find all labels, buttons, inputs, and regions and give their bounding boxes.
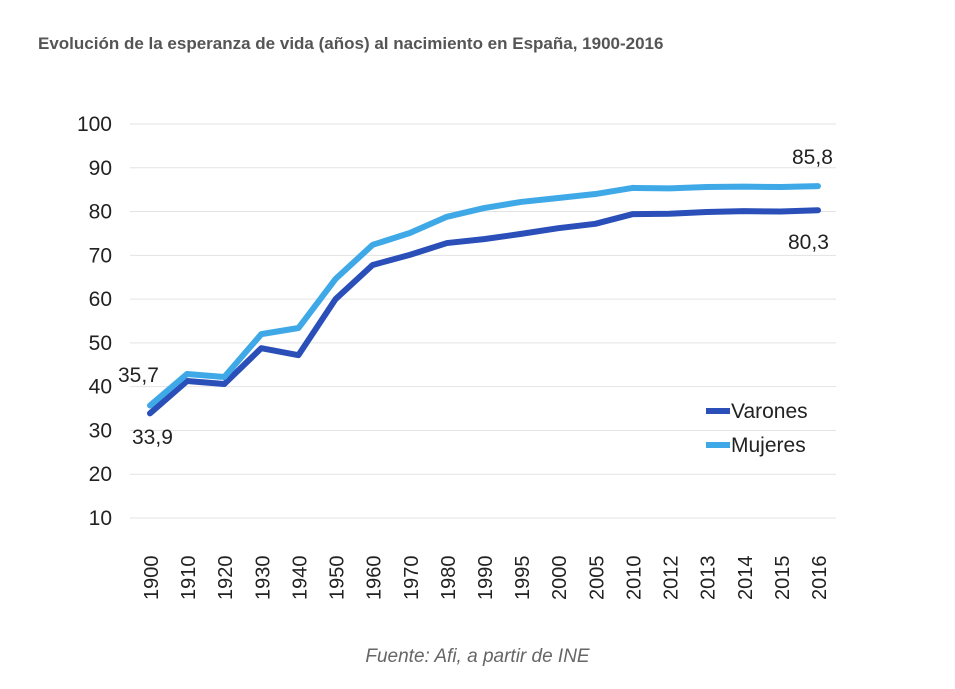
- series-line-varones: [147, 207, 821, 417]
- series-line-mujeres: [147, 183, 821, 409]
- x-tick-label: 1970: [401, 556, 423, 601]
- x-tick-label: 1960: [364, 556, 386, 601]
- x-tick-label: 2013: [698, 556, 720, 601]
- y-tick-label: 20: [89, 463, 112, 486]
- x-tick-label: 2012: [661, 556, 683, 601]
- annotation-varones-start: 33,9: [132, 426, 173, 449]
- annotation-mujeres-start: 35,7: [118, 364, 159, 387]
- x-tick-label: 2015: [772, 556, 794, 601]
- y-tick-label: 40: [89, 376, 112, 399]
- x-tick-label: 1900: [141, 556, 163, 601]
- annotation-mujeres-end: 85,8: [792, 146, 833, 169]
- y-tick-label: 80: [89, 201, 112, 224]
- x-tick-label: 1995: [512, 556, 534, 601]
- x-tick-label: 2005: [586, 556, 608, 601]
- y-tick-label: 10: [89, 507, 112, 530]
- x-tick-label: 1910: [178, 556, 200, 601]
- x-tick-label: 1990: [475, 556, 497, 601]
- x-tick-label: 1920: [215, 556, 237, 601]
- y-tick-label: 60: [89, 288, 112, 311]
- x-tick-label: 1980: [438, 556, 460, 601]
- chart-source: Fuente: Afi, a partir de INE: [365, 646, 590, 667]
- annotation-varones-end: 80,3: [788, 231, 829, 254]
- y-tick-label: 70: [89, 244, 112, 267]
- x-tick-label: 1950: [327, 556, 349, 601]
- x-tick-label: 2014: [735, 556, 757, 601]
- y-tick-label: 30: [89, 419, 112, 442]
- x-tick-label: 2000: [549, 556, 571, 601]
- y-tick-label: 100: [77, 113, 112, 136]
- x-tick-label: 2010: [623, 556, 645, 601]
- y-tick-label: 50: [89, 332, 112, 355]
- x-tick-label: 2016: [809, 556, 831, 601]
- x-tick-label: 1940: [289, 556, 311, 601]
- chart-title: Evolución de la esperanza de vida (años)…: [38, 34, 664, 53]
- legend-label-varones: Varones: [731, 400, 808, 423]
- legend-label-mujeres: Mujeres: [731, 434, 806, 457]
- x-tick-label: 1930: [252, 556, 274, 601]
- y-tick-label: 90: [89, 157, 112, 180]
